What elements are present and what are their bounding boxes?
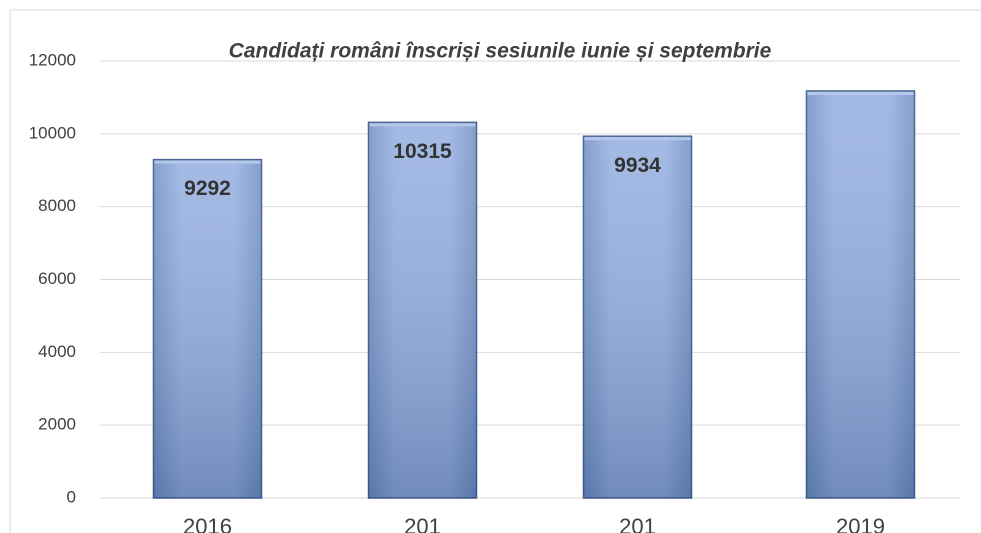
bar-cap (154, 160, 261, 164)
y-tick-label: 8000 (38, 196, 76, 215)
bar-cap (369, 123, 476, 127)
x-tick-label: 201 (404, 514, 441, 533)
data-label: 9292 (184, 177, 231, 200)
y-tick-label: 12000 (29, 50, 76, 69)
bar-shade (153, 159, 262, 498)
y-tick-label: 0 (67, 487, 76, 506)
bar-shade (583, 136, 692, 499)
data-label: 10315 (393, 140, 452, 163)
data-label: 9934 (614, 154, 661, 177)
y-tick-label: 2000 (38, 415, 76, 434)
x-tick-label: 201 (619, 514, 656, 533)
chart-title: Candidați români înscriși sesiunile iuni… (229, 40, 772, 63)
bar-cap (807, 92, 914, 96)
y-tick-label: 4000 (38, 342, 76, 361)
x-tick-label: 2016 (183, 514, 232, 533)
bar-shade (368, 122, 477, 498)
bar-cap (584, 137, 691, 141)
y-tick-label: 6000 (38, 269, 76, 288)
x-tick-label: 2019 (836, 514, 885, 533)
bar-shade (806, 91, 915, 499)
y-tick-label: 10000 (29, 123, 76, 142)
